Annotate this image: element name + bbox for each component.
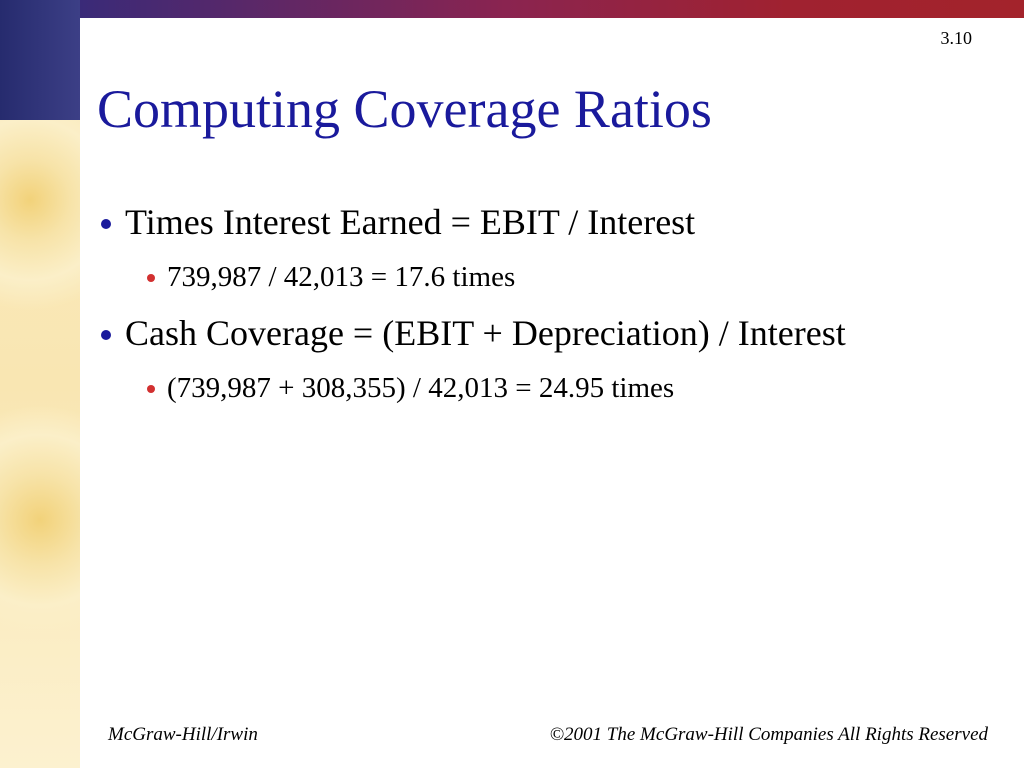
slide-title: Computing Coverage Ratios [97, 79, 712, 139]
sub-bullet: 739,987 / 42,013 = 17.6 times [143, 257, 920, 297]
slide-number: 3.10 [940, 28, 973, 48]
top-bar [80, 0, 1024, 18]
decor-corner [0, 0, 80, 120]
decor-strip [0, 0, 80, 768]
footer-left: McGraw-Hill/Irwin [108, 724, 258, 745]
bullet: Cash Coverage = (EBIT + Depreciation) / … [100, 307, 920, 360]
sub-bullet: (739,987 + 308,355) / 42,013 = 24.95 tim… [143, 368, 920, 408]
footer-right: ©2001 The McGraw-Hill Companies All Righ… [549, 724, 988, 745]
bullet: Times Interest Earned = EBIT / Interest [100, 196, 920, 249]
bullet-list: Times Interest Earned = EBIT / Interest 7… [100, 196, 920, 418]
